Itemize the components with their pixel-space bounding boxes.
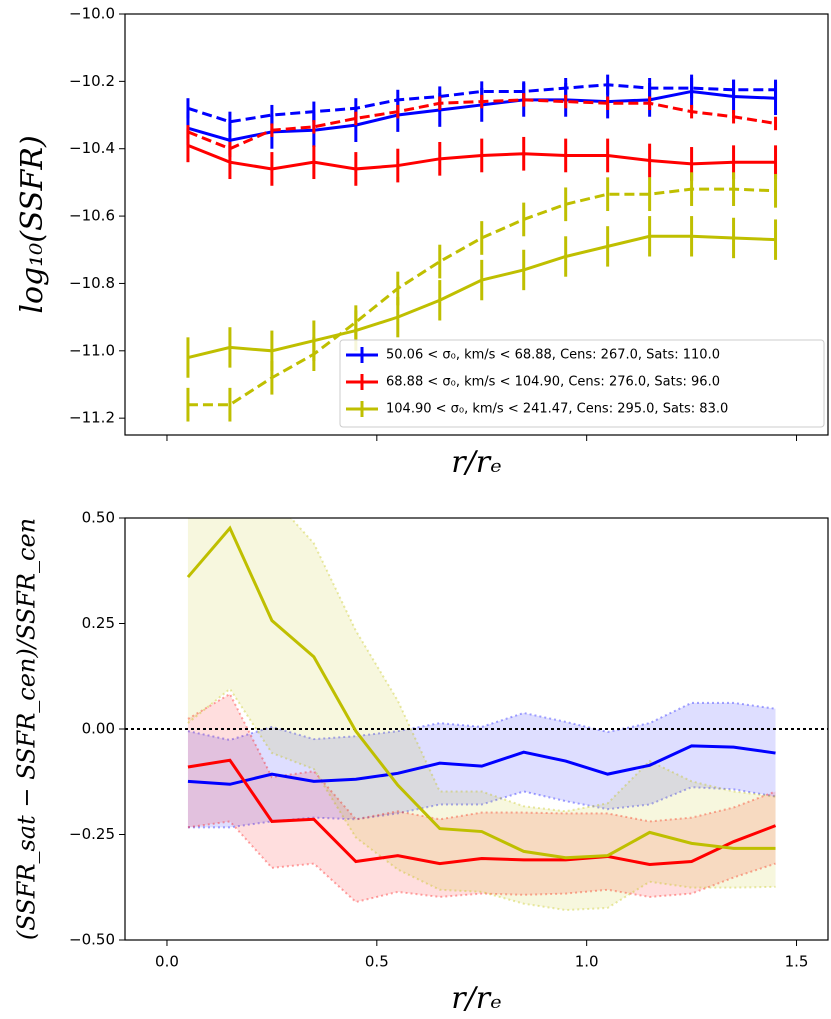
x-axis-label: r/rₑ [451, 981, 501, 1016]
x-tick-label: 0.0 [155, 953, 179, 971]
x-tick-label: 1.5 [785, 953, 809, 971]
y-tick-label: 0.25 [82, 614, 115, 632]
x-tick-label: 0.5 [365, 953, 389, 971]
plot-area [186, 74, 778, 422]
x-tick-label: 1.0 [575, 953, 599, 971]
y-tick-label: −10.2 [69, 72, 115, 90]
y-tick-label: −0.25 [69, 825, 115, 843]
legend-label: 68.88 < σ₀, km/s < 104.90, Cens: 276.0, … [386, 375, 720, 390]
band-edge [187, 820, 776, 904]
axes-frame [124, 517, 829, 941]
legend-label: 104.90 < σ₀, km/s < 241.47, Cens: 295.0,… [386, 402, 728, 417]
band [187, 693, 776, 903]
y-tick-label: −11.0 [69, 341, 115, 359]
line [187, 744, 776, 786]
legend-box [339, 339, 825, 428]
line [187, 187, 776, 407]
plot-area [125, 518, 828, 912]
legend-label: 50.06 < σ₀, km/s < 68.88, Cens: 267.0, S… [386, 348, 720, 363]
band [187, 518, 776, 911]
y-tick-label: −10.4 [69, 139, 115, 157]
x-axis-label: r/rₑ [451, 445, 501, 480]
y-tick-label: −0.50 [69, 931, 115, 949]
y-axis-label: log₁₀(SSFR) [15, 135, 50, 313]
axes-frame [124, 13, 829, 436]
y-tick-label: −10.0 [69, 5, 115, 23]
band-edge [187, 786, 776, 829]
band-edge [289, 518, 776, 813]
y-axis-label: (SSFR_sat − SSFR_cen)/SSFR_cen [13, 518, 41, 940]
line [186, 525, 776, 860]
y-tick-label: 0.00 [82, 720, 115, 738]
y-tick-label: 0.50 [82, 509, 115, 527]
band-edge [187, 687, 776, 912]
line [187, 758, 777, 866]
band-edge [187, 701, 776, 742]
y-tick-label: −11.2 [69, 409, 115, 427]
y-tick-label: −10.8 [69, 274, 115, 292]
y-tick-label: −10.6 [69, 207, 115, 225]
